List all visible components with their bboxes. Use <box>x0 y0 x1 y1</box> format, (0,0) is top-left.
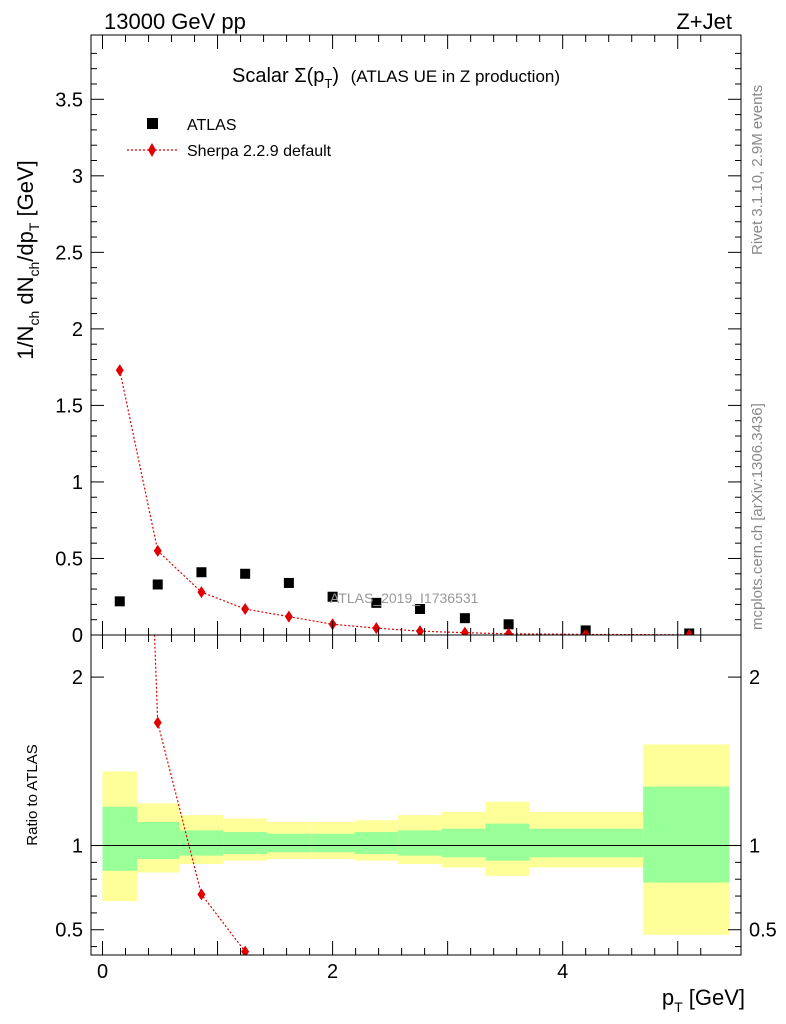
band-inner-6 <box>354 832 399 854</box>
main-ytick-label: 3.5 <box>55 89 83 111</box>
axis-tick-labels: 0 0.5 1 1.5 2 2.5 3 3.5 0 2 4 0.5 0.5 1 1 2 2 <box>55 89 777 983</box>
ratio-ytick-label-left: 0.5 <box>55 920 83 942</box>
title-main: Scalar Σ(p <box>232 65 324 87</box>
sherpa-point-11 <box>685 628 694 635</box>
sherpa-point-2 <box>197 586 206 599</box>
atlas-point-5 <box>327 591 338 602</box>
xlabel-part: p <box>662 985 674 1010</box>
ratio-ytick-label-right: 0.5 <box>749 920 777 942</box>
main-ytick-label: 2 <box>72 319 83 341</box>
title-close: ) <box>332 65 339 87</box>
legend-sherpa-marker <box>148 143 156 157</box>
atlas-point-8 <box>459 613 470 624</box>
sherpa-ratio-point-2 <box>197 888 206 901</box>
rivet-version-label: Rivet 3.1.10, 2.9M events <box>749 85 766 255</box>
ylabel-main-sub: ch <box>26 262 42 277</box>
xlabel-sub: T <box>674 999 683 1015</box>
atlas-point-0 <box>114 596 125 607</box>
band-inner-0 <box>102 806 138 871</box>
header-right: Z+Jet <box>676 9 732 34</box>
ratio-plot-marks <box>153 635 250 955</box>
band-inner-8 <box>441 828 486 858</box>
atlas-point-9 <box>503 619 514 630</box>
band-inner-10 <box>529 828 644 858</box>
title-rest: (ATLAS UE in Z production) <box>351 67 560 86</box>
sherpa-point-8 <box>460 626 469 635</box>
ratio-ytick-label-right: 1 <box>749 836 760 858</box>
band-inner-5 <box>310 833 355 853</box>
band-inner-9 <box>485 823 530 861</box>
main-ytick-label: 3 <box>72 166 83 188</box>
main-ytick-label: 2.5 <box>55 242 83 264</box>
sherpa-ratio-line <box>153 635 246 952</box>
legend-atlas-label: ATLAS <box>187 117 237 134</box>
ylabel-main-sub: ch <box>26 311 42 326</box>
main-ytick-label: 0 <box>72 625 83 647</box>
sherpa-point-4 <box>284 610 293 623</box>
atlas-point-3 <box>240 568 251 579</box>
atlas-point-2 <box>196 567 207 578</box>
ratio-xtick-label: 4 <box>557 961 568 983</box>
title-sub: T <box>324 76 332 91</box>
ratio-ytick-label-left: 2 <box>72 667 83 689</box>
atlas-point-1 <box>152 579 163 590</box>
y-axis-label-main: 1/Nch dNch/dpT [GeV] <box>13 160 42 360</box>
plot-title: Scalar Σ(pT) (ATLAS UE in Z production) <box>232 65 560 91</box>
axis-ticks <box>91 35 741 955</box>
band-inner-2 <box>179 830 224 856</box>
legend-sherpa-label: Sherpa 2.2.9 default <box>187 143 332 160</box>
ylabel-main-part: /dp <box>13 231 38 262</box>
mcplots-label: mcplots.cern.ch [arXiv:1306.3436] <box>749 403 766 630</box>
sherpa-line <box>119 370 690 635</box>
band-inner-1 <box>137 821 180 859</box>
band-inner-4 <box>267 833 311 853</box>
header-left: 13000 GeV pp <box>104 9 246 34</box>
sherpa-point-9 <box>504 627 513 635</box>
sherpa-point-1 <box>153 544 162 557</box>
xlabel-part: [GeV] <box>683 985 745 1010</box>
ylabel-main-part: dN <box>13 277 38 311</box>
x-axis-label: pT [GeV] <box>662 985 745 1015</box>
y-axis-label-ratio: Ratio to ATLAS <box>24 744 41 845</box>
sherpa-point-3 <box>241 602 250 615</box>
sherpa-point-7 <box>416 625 425 635</box>
band-inner-3 <box>223 832 268 854</box>
atlas-point-4 <box>283 577 294 588</box>
ratio-plot-frame <box>90 634 742 956</box>
sherpa-ratio-point-3 <box>241 945 250 955</box>
ratio-xtick-label: 2 <box>327 961 338 983</box>
sherpa-ratio-point-1 <box>153 716 162 729</box>
atlas-point-6 <box>371 597 382 608</box>
main-ytick-label: 1.5 <box>55 395 83 417</box>
sherpa-point-0 <box>115 364 124 377</box>
analysis-watermark: ATLAS_2019_I1736531 <box>330 590 479 606</box>
main-ytick-label: 1 <box>72 472 83 494</box>
legend-atlas-marker <box>147 118 158 129</box>
ratio-xtick-label: 0 <box>97 961 108 983</box>
ratio-ytick-label-left: 1 <box>72 836 83 858</box>
band-inner-7 <box>398 830 442 856</box>
main-ytick-label: 0.5 <box>55 548 83 570</box>
atlas-point-7 <box>415 603 426 614</box>
ylabel-main-part: 1/N <box>13 326 38 360</box>
ylabel-main-sub: T <box>26 222 42 231</box>
ylabel-main-part: [GeV] <box>13 160 38 222</box>
band-inner-11 <box>643 786 730 883</box>
ratio-uncertainty-bands <box>102 744 730 935</box>
ratio-ytick-label-right: 2 <box>749 667 760 689</box>
